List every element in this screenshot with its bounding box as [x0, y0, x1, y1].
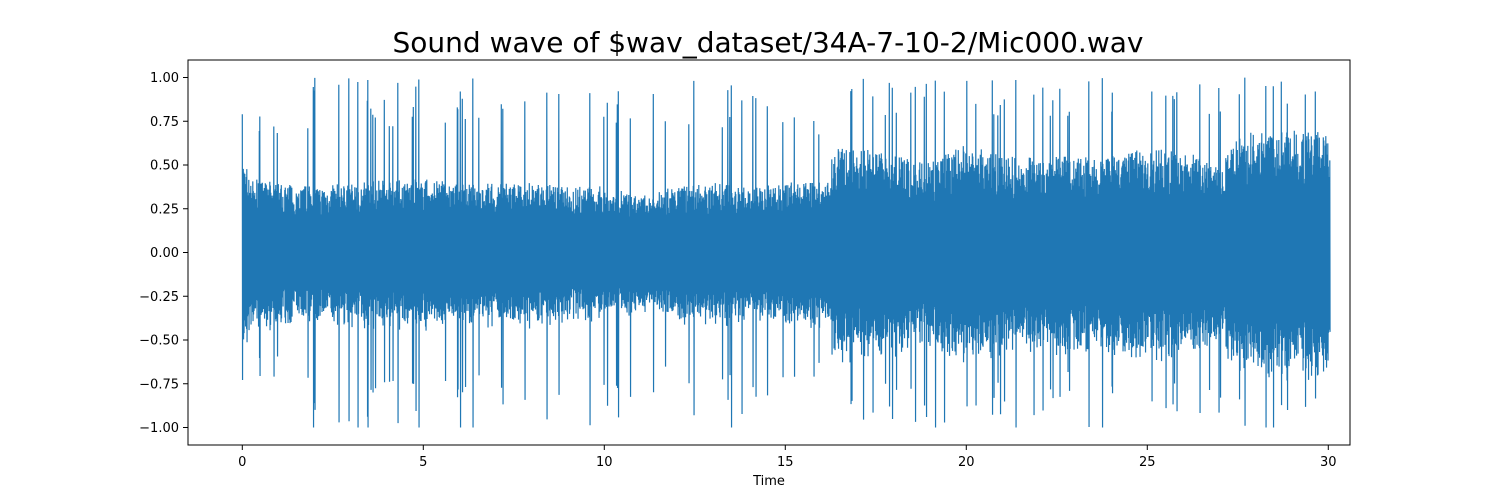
x-tick-label: 15	[777, 455, 794, 470]
y-tick-label: 1.00	[150, 71, 179, 86]
x-axis: 0 5 10 15 20 25 30	[238, 445, 1337, 470]
y-axis: −1.00 −0.75 −0.50 −0.25 0.00 0.25 0.50 0.75 1.00	[139, 71, 188, 436]
y-tick-label: −1.00	[139, 421, 179, 436]
y-tick-label: −0.75	[139, 377, 179, 392]
x-axis-label: Time	[752, 474, 785, 489]
y-tick-label: 0.75	[150, 115, 179, 130]
waveform-line	[241, 77, 1331, 428]
x-tick-label: 20	[958, 455, 975, 470]
x-tick-label: 30	[1320, 455, 1337, 470]
x-tick-label: 5	[419, 455, 427, 470]
x-tick-label: 25	[1139, 455, 1156, 470]
x-tick-label: 0	[238, 455, 246, 470]
waveform-series	[241, 77, 1331, 428]
y-tick-label: −0.25	[139, 290, 179, 305]
y-tick-label: −0.50	[139, 334, 179, 349]
y-tick-label: 0.00	[150, 246, 179, 261]
chart-title: Sound wave of $wav_dataset/34A-7-10-2/Mi…	[393, 26, 1144, 59]
plot-area	[187, 59, 1351, 446]
y-tick-label: 0.25	[150, 202, 179, 217]
y-tick-label: 0.50	[150, 159, 179, 174]
x-tick-label: 10	[596, 455, 613, 470]
